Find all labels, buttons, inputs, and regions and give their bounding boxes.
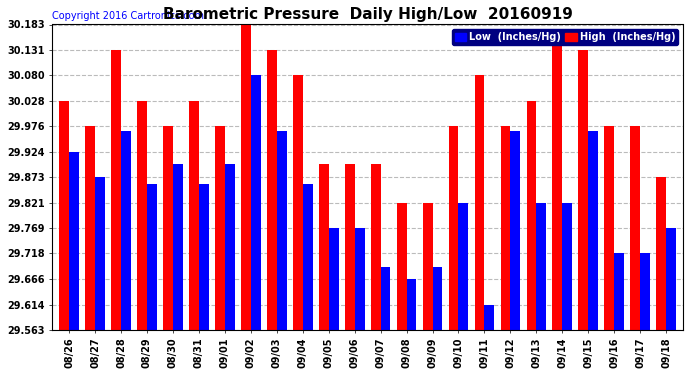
Bar [614,254,624,330]
Bar [163,126,173,330]
Bar [448,126,458,330]
Bar [293,75,303,330]
Bar [85,126,95,330]
Bar [500,126,511,330]
Bar [215,126,225,330]
Bar [355,228,364,330]
Bar [640,254,650,330]
Title: Barometric Pressure  Daily High/Low  20160919: Barometric Pressure Daily High/Low 20160… [163,7,573,22]
Bar [95,177,105,330]
Bar [484,304,494,330]
Bar [199,184,209,330]
Text: Copyright 2016 Cartronics.com: Copyright 2016 Cartronics.com [52,12,204,21]
Bar [121,131,131,330]
Bar [345,164,355,330]
Bar [137,101,147,330]
Bar [511,131,520,330]
Bar [423,202,433,330]
Bar [69,152,79,330]
Bar [631,126,640,330]
Bar [173,164,183,330]
Bar [536,202,546,330]
Bar [604,126,614,330]
Bar [475,75,484,330]
Bar [589,131,598,330]
Legend: Low  (Inches/Hg), High  (Inches/Hg): Low (Inches/Hg), High (Inches/Hg) [452,29,678,45]
Bar [225,164,235,330]
Bar [397,202,406,330]
Bar [458,202,469,330]
Bar [319,164,328,330]
Bar [578,50,589,330]
Bar [59,101,69,330]
Bar [526,101,536,330]
Bar [277,131,286,330]
Bar [381,267,391,330]
Bar [303,184,313,330]
Bar [371,164,381,330]
Bar [553,41,562,330]
Bar [562,202,572,330]
Bar [406,279,417,330]
Bar [666,228,676,330]
Bar [656,177,666,330]
Bar [267,50,277,330]
Bar [147,184,157,330]
Bar [241,24,250,330]
Bar [189,101,199,330]
Bar [433,267,442,330]
Bar [111,50,121,330]
Bar [328,228,339,330]
Bar [250,75,261,330]
